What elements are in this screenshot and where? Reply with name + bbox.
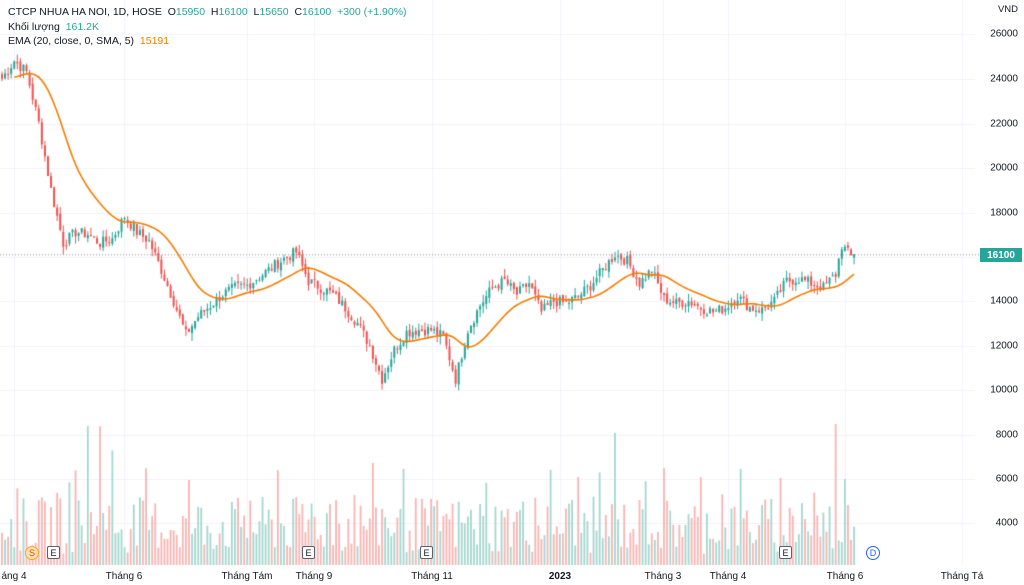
close-value: 16100 xyxy=(302,6,332,18)
high-value: 16100 xyxy=(218,6,248,18)
ema-value: 15191 xyxy=(139,35,170,47)
price-tick: 12000 xyxy=(990,340,1018,352)
open-value: 15950 xyxy=(175,6,206,18)
volume-label: Khối lượng xyxy=(8,21,60,33)
x-axis-label: Tháng 6 xyxy=(826,571,864,582)
change-value: +300 (+1.90%) xyxy=(337,6,407,18)
price-tick: 18000 xyxy=(990,207,1018,219)
earnings-event-icon[interactable]: E xyxy=(47,546,60,559)
price-tick: 24000 xyxy=(990,73,1018,85)
volume-value: 161.2K xyxy=(65,21,99,33)
price-tick: 20000 xyxy=(990,162,1018,174)
price-tick: 14000 xyxy=(990,295,1018,307)
open-label: O xyxy=(167,6,176,18)
symbol-name: CTCP NHUA HA NOI, 1D, HOSE xyxy=(8,6,162,18)
symbol-legend: CTCP NHUA HA NOI, 1D, HOSE O15950 H16100… xyxy=(8,6,407,19)
x-axis-label: Tháng Tá xyxy=(940,571,984,582)
x-axis-label: Tháng 6 xyxy=(105,571,143,582)
earnings-event-icon[interactable]: E xyxy=(779,546,792,559)
price-tick: 22000 xyxy=(990,118,1018,130)
volume-tick: 4000 xyxy=(995,517,1018,529)
close-label: C xyxy=(294,6,303,18)
volume-tick: 8000 xyxy=(995,429,1018,441)
low-value: 15650 xyxy=(259,6,289,18)
price-tick: 10000 xyxy=(990,384,1018,396)
x-axis-label: Tháng 3 xyxy=(644,571,682,582)
x-axis-label: áng 4 xyxy=(1,571,27,582)
price-unit: VND xyxy=(997,4,1018,15)
ema-label: EMA (20, close, 0, SMA, 5) xyxy=(8,35,135,47)
x-axis-label: Tháng Tám xyxy=(221,571,273,582)
dividend-event-icon[interactable]: D xyxy=(866,546,880,560)
last-price-tag: 16100 xyxy=(980,248,1022,262)
x-axis-label: Tháng 9 xyxy=(295,571,333,582)
split-event-icon[interactable]: S xyxy=(25,546,39,560)
x-axis-label: Tháng 11 xyxy=(411,571,453,582)
volume-tick: 6000 xyxy=(995,473,1018,485)
x-axis-label: 2023 xyxy=(548,571,572,582)
low-label: L xyxy=(253,6,260,18)
price-tick: 26000 xyxy=(990,28,1018,40)
earnings-event-icon[interactable]: E xyxy=(302,546,315,559)
earnings-event-icon[interactable]: E xyxy=(420,546,433,559)
x-axis-label: Tháng 4 xyxy=(709,571,747,582)
ema-legend: EMA (20, close, 0, SMA, 5) 15191 xyxy=(8,35,169,48)
high-label: H xyxy=(210,6,219,18)
volume-legend: Khối lượng 161.2K xyxy=(8,21,99,34)
